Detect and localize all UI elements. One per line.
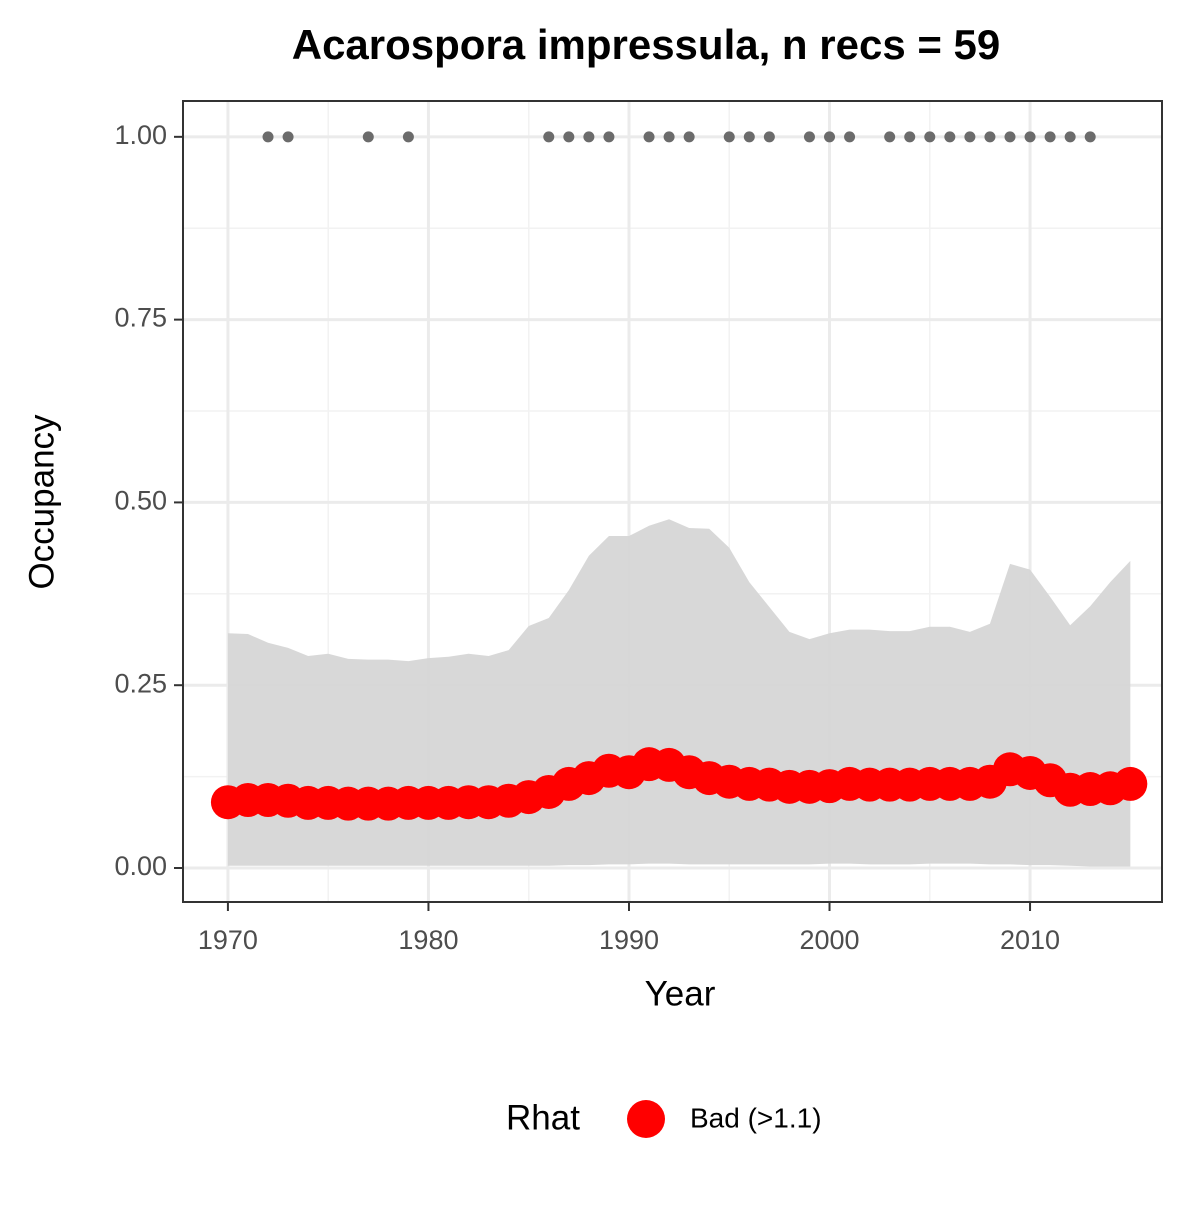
y-tick-label: 0.25 xyxy=(114,668,167,698)
observed-point xyxy=(1084,131,1096,143)
observed-point xyxy=(743,131,755,143)
legend-marker xyxy=(627,1100,665,1138)
observed-point xyxy=(944,131,956,143)
y-axis-label: Occupancy xyxy=(22,414,61,590)
observed-point xyxy=(643,131,655,143)
observed-point xyxy=(362,131,374,143)
legend-title: Rhat xyxy=(506,1098,580,1137)
observed-point xyxy=(282,131,294,143)
observed-point xyxy=(904,131,916,143)
observed-point xyxy=(1004,131,1016,143)
x-tick-label: 1990 xyxy=(599,925,659,955)
x-axis-label: Year xyxy=(645,974,716,1013)
observed-point xyxy=(844,131,856,143)
observed-point xyxy=(1024,131,1036,143)
observed-point xyxy=(663,131,675,143)
observed-point xyxy=(543,131,555,143)
observed-point xyxy=(884,131,896,143)
y-tick-label: 0.00 xyxy=(114,851,167,881)
y-tick-label: 1.00 xyxy=(114,120,167,150)
y-tick-label: 0.50 xyxy=(114,486,167,516)
observed-point xyxy=(964,131,976,143)
observed-point xyxy=(1044,131,1056,143)
observed-point xyxy=(563,131,575,143)
chart-title: Acarospora impressula, n recs = 59 xyxy=(292,21,1001,68)
observed-point xyxy=(763,131,775,143)
observed-point xyxy=(723,131,735,143)
x-tick-label: 2010 xyxy=(1000,925,1060,955)
legend-label: Bad (>1.1) xyxy=(690,1102,822,1133)
observed-point xyxy=(924,131,936,143)
x-tick-label: 1980 xyxy=(398,925,458,955)
observed-point xyxy=(683,131,695,143)
observed-point xyxy=(603,131,615,143)
point xyxy=(1113,766,1148,801)
observed-point xyxy=(984,131,996,143)
x-tick-label: 1970 xyxy=(198,925,258,955)
observed-point xyxy=(402,131,414,143)
x-tick-label: 2000 xyxy=(799,925,859,955)
observed-point xyxy=(262,131,274,143)
observed-point xyxy=(824,131,836,143)
observed-point xyxy=(1064,131,1076,143)
y-tick-label: 0.75 xyxy=(114,303,167,333)
observed-point xyxy=(583,131,595,143)
observed-point xyxy=(803,131,815,143)
